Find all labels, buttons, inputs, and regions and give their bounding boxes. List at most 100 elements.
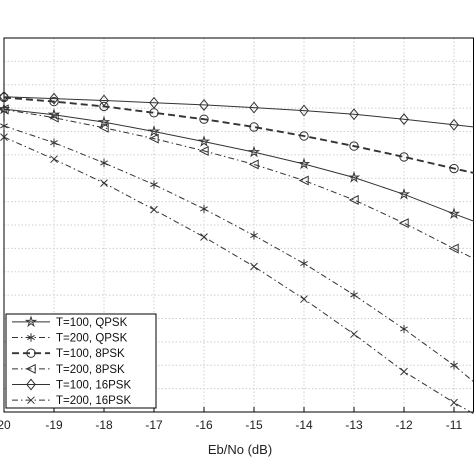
legend-marker bbox=[27, 396, 35, 405]
x-tick-label: -19 bbox=[45, 418, 63, 432]
data-point bbox=[0, 121, 8, 131]
series-layer bbox=[0, 90, 474, 415]
data-point bbox=[249, 122, 259, 132]
series-2 bbox=[0, 121, 474, 383]
data-point bbox=[298, 175, 309, 186]
legend-label: T=200, QPSK bbox=[56, 333, 128, 345]
series-3 bbox=[0, 92, 474, 174]
data-point bbox=[100, 179, 108, 187]
data-point bbox=[0, 133, 8, 141]
legend-label: T=200, 8PSK bbox=[56, 364, 125, 376]
data-point bbox=[400, 367, 408, 376]
legend-marker bbox=[25, 363, 36, 374]
x-tick-label: -17 bbox=[145, 418, 163, 432]
data-point bbox=[449, 163, 459, 174]
data-point bbox=[48, 112, 59, 123]
data-point bbox=[350, 290, 358, 300]
data-point bbox=[348, 194, 359, 205]
data-point bbox=[49, 96, 59, 107]
legend-entry: T=200, 8PSK bbox=[12, 363, 125, 376]
data-point bbox=[398, 218, 409, 229]
series-4 bbox=[0, 104, 474, 260]
series-line bbox=[3, 108, 474, 260]
data-point bbox=[50, 138, 58, 147]
legend-entry: T=100, QPSK bbox=[12, 315, 128, 329]
data-point bbox=[248, 159, 259, 170]
data-point bbox=[199, 98, 209, 111]
legend-label: T=100, 16PSK bbox=[56, 380, 131, 392]
x-tick-label: 20 bbox=[0, 418, 11, 432]
data-point bbox=[147, 125, 161, 137]
data-point bbox=[450, 398, 458, 407]
data-point bbox=[299, 104, 309, 117]
legend-marker bbox=[26, 378, 36, 391]
series-1 bbox=[0, 102, 474, 222]
data-point bbox=[399, 113, 409, 126]
legend-marker bbox=[27, 333, 35, 342]
legend-entry: T=200, QPSK bbox=[12, 333, 128, 345]
data-point bbox=[449, 118, 459, 131]
data-point bbox=[299, 131, 309, 141]
legend-label: T=100, 8PSK bbox=[56, 348, 125, 360]
series-line bbox=[3, 96, 474, 174]
data-point bbox=[0, 90, 9, 103]
legend: T=100, QPSK T=200, QPSK T=100, 8PSK T=200, … bbox=[5, 313, 157, 409]
data-point bbox=[99, 101, 109, 112]
data-point bbox=[98, 122, 109, 133]
x-tick-label: -14 bbox=[295, 418, 313, 432]
data-point bbox=[247, 145, 261, 158]
data-point bbox=[300, 259, 308, 268]
data-point bbox=[250, 262, 258, 271]
legend-marker bbox=[24, 315, 38, 328]
data-point bbox=[0, 104, 9, 115]
x-tick-label: -11 bbox=[446, 418, 463, 432]
series-line bbox=[3, 108, 474, 222]
x-axis-title: Eb/No (dB) bbox=[208, 442, 272, 457]
legend-box bbox=[5, 313, 157, 409]
series-5 bbox=[0, 90, 474, 131]
data-point bbox=[397, 187, 411, 200]
data-point bbox=[150, 205, 158, 214]
data-point bbox=[97, 115, 111, 128]
data-point bbox=[250, 231, 258, 240]
x-tick-label: -16 bbox=[195, 418, 213, 432]
data-point bbox=[349, 141, 359, 151]
x-tick-label: -15 bbox=[245, 418, 263, 432]
data-point bbox=[199, 114, 209, 124]
data-point bbox=[47, 108, 61, 120]
data-point bbox=[49, 92, 59, 105]
x-tick-labels: 20 -19 -18 -17 -16 -15 -14 -13 -12 -11 bbox=[0, 407, 463, 432]
data-point bbox=[50, 155, 58, 164]
legend-entry: T=100, 16PSK bbox=[12, 378, 131, 392]
data-point bbox=[197, 135, 211, 147]
data-point bbox=[99, 94, 109, 107]
data-point bbox=[349, 108, 359, 121]
data-point bbox=[148, 133, 159, 144]
data-point bbox=[350, 330, 358, 339]
data-point bbox=[100, 158, 108, 168]
data-point bbox=[198, 145, 209, 156]
data-point bbox=[249, 101, 259, 114]
data-point bbox=[399, 152, 409, 162]
legend-entry: T=100, 8PSK bbox=[12, 348, 125, 360]
data-point bbox=[447, 207, 461, 220]
legend-marker bbox=[26, 348, 36, 358]
legend-entry: T=200, 16PSK bbox=[12, 395, 131, 407]
data-point bbox=[300, 295, 308, 303]
data-point bbox=[150, 180, 158, 189]
data-point bbox=[200, 233, 208, 241]
x-tick-label: -13 bbox=[345, 418, 363, 432]
series-6 bbox=[0, 133, 474, 415]
x-tick-label: -12 bbox=[395, 418, 413, 432]
data-point bbox=[400, 324, 408, 334]
data-point bbox=[448, 243, 459, 254]
data-point bbox=[149, 96, 159, 109]
x-tick-label: -18 bbox=[95, 418, 113, 432]
data-point bbox=[347, 171, 361, 183]
legend-label: T=200, 16PSK bbox=[56, 395, 131, 407]
data-point bbox=[450, 361, 458, 370]
legend-label: T=100, QPSK bbox=[56, 317, 128, 329]
series-line bbox=[3, 96, 474, 128]
data-point bbox=[297, 157, 311, 170]
